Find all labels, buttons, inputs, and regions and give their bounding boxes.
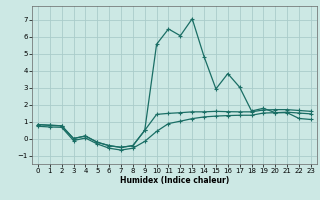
X-axis label: Humidex (Indice chaleur): Humidex (Indice chaleur) bbox=[120, 176, 229, 185]
